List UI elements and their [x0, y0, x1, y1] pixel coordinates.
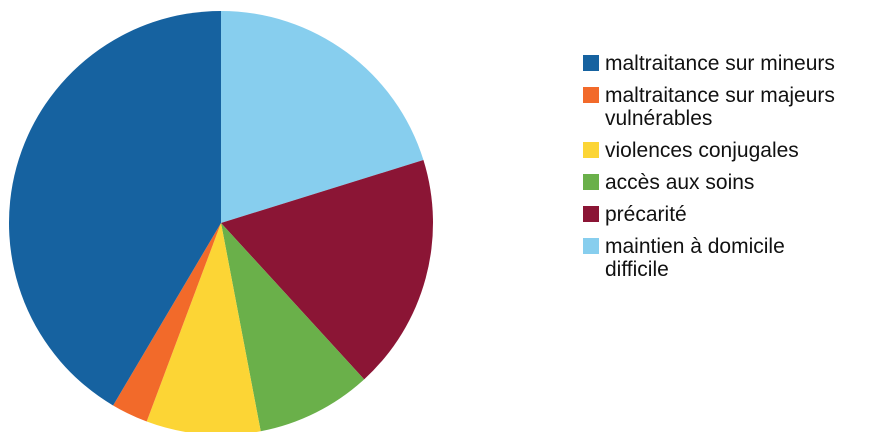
legend-label: précarité: [605, 203, 687, 226]
pie-slice-1: [221, 160, 433, 380]
legend-item: maltraitance sur majeurs vulnérables: [583, 84, 896, 130]
legend-label: maltraitance sur majeurs vulnérables: [605, 84, 835, 130]
legend-swatch: [583, 238, 599, 254]
pie-slice-2: [221, 223, 365, 432]
legend-swatch: [583, 55, 599, 71]
legend-swatch: [583, 87, 599, 103]
legend-label: maintien à domicile difficile: [605, 235, 785, 281]
legend-item: précarité: [583, 203, 896, 226]
pie-chart: [8, 11, 433, 432]
legend-swatch: [583, 206, 599, 222]
legend: maltraitance sur mineurs maltraitance sur…: [583, 52, 896, 290]
legend-label: violences conjugales: [605, 139, 799, 162]
legend-item: maltraitance sur mineurs: [583, 52, 896, 75]
pie-slice-3: [146, 223, 261, 432]
legend-label: maltraitance sur mineurs: [605, 52, 835, 75]
legend-label: accès aux soins: [605, 171, 755, 194]
legend-swatch: [583, 174, 599, 190]
pie-slice-0: [221, 11, 424, 223]
legend-swatch: [583, 142, 599, 158]
legend-item: accès aux soins: [583, 171, 896, 194]
pie-slice-4: [113, 223, 221, 422]
pie-slice-5: [8, 11, 222, 406]
legend-item: violences conjugales: [583, 139, 896, 162]
legend-item: maintien à domicile difficile: [583, 235, 896, 281]
